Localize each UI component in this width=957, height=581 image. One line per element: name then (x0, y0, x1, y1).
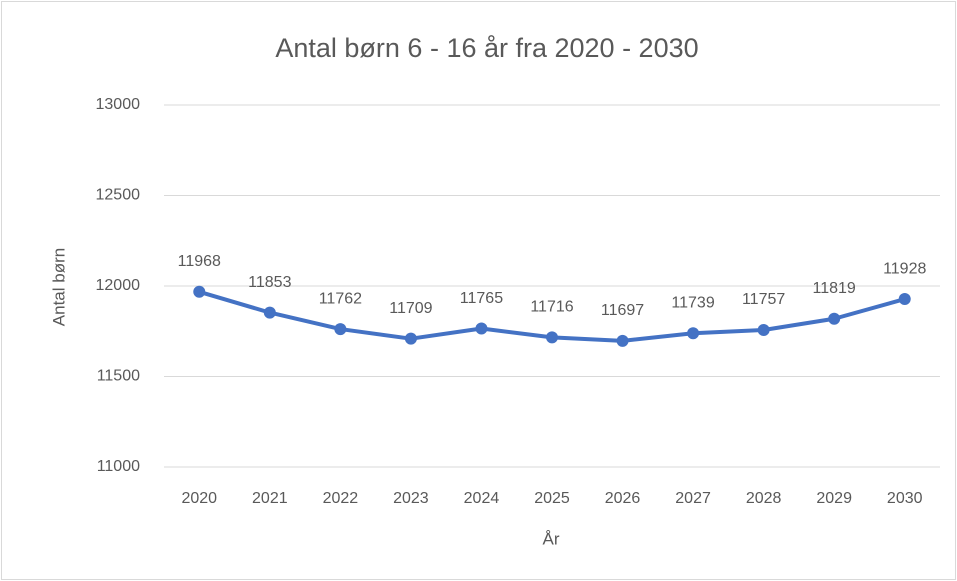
y-tick-label: 11000 (97, 458, 140, 475)
x-tick-label: 2026 (605, 490, 641, 507)
data-label: 11853 (248, 274, 291, 291)
point (334, 323, 347, 336)
point (475, 322, 488, 335)
data-label: 11819 (813, 280, 856, 297)
x-tick-label: 2029 (816, 490, 852, 507)
point (193, 285, 206, 298)
chart-title: Antal børn 6 - 16 år fra 2020 - 2030 (275, 33, 698, 63)
x-tick-label: 2030 (887, 490, 923, 507)
data-label: 11762 (319, 290, 362, 307)
point (404, 332, 417, 345)
data-label: 11765 (460, 290, 503, 307)
point (898, 293, 911, 306)
data-label: 11697 (601, 302, 644, 319)
point (263, 306, 276, 319)
data-label: 11928 (883, 260, 926, 277)
point (828, 312, 841, 325)
y-tick-label: 12500 (96, 187, 141, 204)
point (546, 331, 558, 344)
y-axis-label: Antal børn (49, 248, 68, 326)
x-tick-label: 2020 (181, 490, 217, 507)
data-label: 11757 (742, 291, 785, 308)
x-tick-label: 2027 (675, 490, 711, 507)
x-tick-label: 2022 (323, 490, 359, 507)
data-label: 11968 (178, 253, 221, 270)
x-axis-label: År (543, 529, 560, 548)
x-tick-label: 2021 (252, 490, 288, 507)
y-tick-label: 11500 (97, 368, 140, 385)
point (616, 334, 629, 347)
point (687, 327, 700, 340)
data-label: 11709 (389, 300, 432, 317)
x-tick-label: 2025 (534, 490, 570, 507)
data-label: 11716 (530, 299, 573, 316)
y-tick-label: 12000 (96, 277, 141, 294)
x-tick-label: 2028 (746, 490, 782, 507)
x-tick-label: 2023 (393, 490, 429, 507)
data-label: 11739 (671, 294, 714, 311)
y-tick-label: 13000 (96, 96, 141, 113)
x-tick-label: 2024 (464, 490, 500, 507)
point (757, 323, 770, 336)
